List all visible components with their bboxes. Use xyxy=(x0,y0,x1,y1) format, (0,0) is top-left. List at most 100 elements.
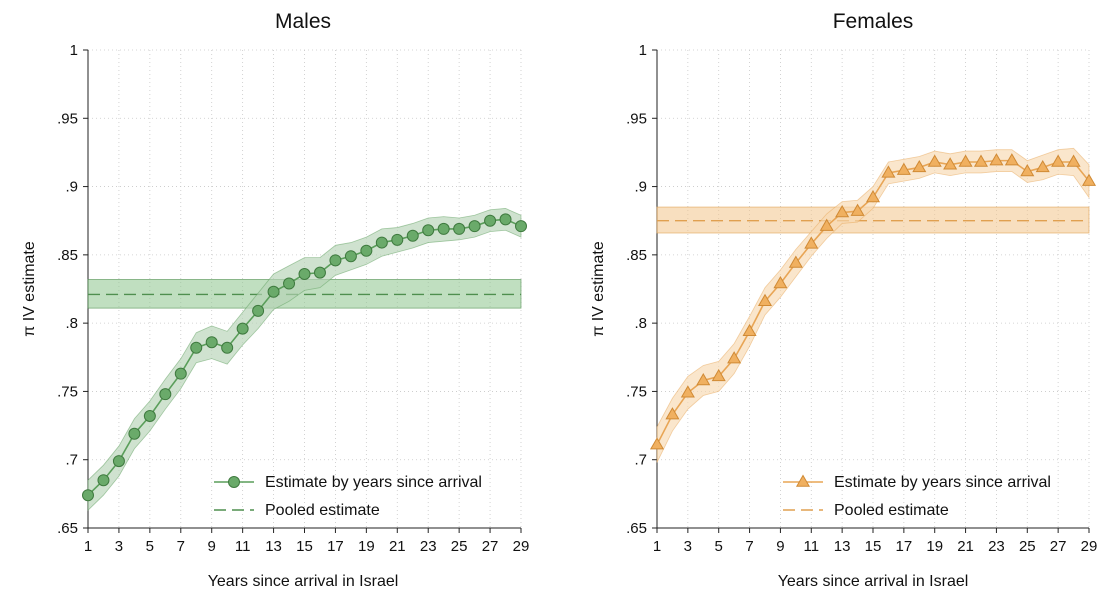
males-data-point xyxy=(205,336,218,349)
males-data-point xyxy=(360,244,373,257)
females-data-point xyxy=(1020,164,1035,177)
males-data-point xyxy=(252,304,265,317)
females-data-point xyxy=(819,218,834,231)
males-x-tick-label: 11 xyxy=(235,538,251,555)
females-data-point xyxy=(696,373,711,386)
males-x-tick-label: 1 xyxy=(84,538,92,555)
males-chart-title: Males xyxy=(275,10,331,33)
females-y-tick-label: .7 xyxy=(634,452,647,469)
males-data-point xyxy=(190,341,203,354)
females-x-tick-label: 1 xyxy=(653,538,661,555)
females-data-point xyxy=(1004,153,1019,166)
males-data-point xyxy=(236,322,249,335)
males-data-point xyxy=(329,254,342,267)
males-x-tick-label: 27 xyxy=(482,538,499,555)
males-data-point xyxy=(422,224,435,237)
females-legend-series-label: Estimate by years since arrival xyxy=(834,474,1051,491)
males-y-tick-label: .8 xyxy=(65,315,78,332)
males-data-point xyxy=(515,220,527,233)
females-data-point xyxy=(835,205,850,218)
males-data-point xyxy=(499,213,512,226)
females-data-point xyxy=(804,236,819,249)
males-legend-series-marker xyxy=(228,476,240,488)
males-legend-series-label: Estimate by years since arrival xyxy=(265,474,482,491)
males-data-point xyxy=(221,341,234,354)
males-series-ci-band xyxy=(87,208,522,512)
males-data-point xyxy=(391,233,404,246)
males-x-tick-label: 25 xyxy=(451,538,468,555)
males-y-tick-label: .65 xyxy=(57,520,78,537)
females-y-tick-label: .8 xyxy=(634,315,647,332)
males-x-tick-label: 19 xyxy=(358,538,375,555)
females-data-point xyxy=(973,154,989,167)
males-data-point xyxy=(159,388,172,401)
females-y-axis-label: π IV estimate xyxy=(590,241,607,337)
females-y-tick-label: .85 xyxy=(626,247,647,264)
males-x-tick-label: 9 xyxy=(208,538,216,555)
females-x-tick-label: 21 xyxy=(957,538,974,555)
females-x-tick-label: 13 xyxy=(834,538,851,555)
females-legend: Estimate by years since arrival Pooled es… xyxy=(783,474,1051,519)
females-chart-title: Females xyxy=(833,10,914,33)
females-x-tick-label: 9 xyxy=(776,538,784,555)
females-data-point xyxy=(989,153,1004,166)
females-x-tick-label: 5 xyxy=(715,538,723,555)
males-data-point xyxy=(298,267,311,280)
females-legend-pooled-label: Pooled estimate xyxy=(834,502,949,519)
females-data-point xyxy=(757,293,773,307)
females-x-tick-label: 7 xyxy=(745,538,753,555)
females-x-tick-label: 27 xyxy=(1050,538,1067,555)
males-x-tick-label: 21 xyxy=(389,538,406,555)
males-x-tick-label: 5 xyxy=(146,538,154,555)
females-data-point xyxy=(711,368,726,382)
females-x-tick-label: 17 xyxy=(896,538,913,555)
males-data-point xyxy=(313,266,326,279)
females-data-point xyxy=(958,154,973,167)
males-x-axis-label: Years since arrival in Israel xyxy=(208,573,399,590)
males-data-point xyxy=(468,220,481,233)
males-data-point xyxy=(344,250,357,263)
males-legend: Estimate by years since arrival Pooled es… xyxy=(214,474,482,519)
males-y-tick-label: .75 xyxy=(57,383,78,400)
males-x-tick-label: 15 xyxy=(296,538,313,555)
females-data-point xyxy=(1051,154,1066,167)
females-data-point xyxy=(773,276,788,289)
females-data-point xyxy=(680,385,695,398)
males-data-point xyxy=(406,229,419,242)
males-data-point xyxy=(143,410,156,423)
males-x-tick-label: 17 xyxy=(327,538,344,555)
females-x-tick-label: 3 xyxy=(684,538,692,555)
females-x-axis-label: Years since arrival in Israel xyxy=(778,573,969,590)
males-data-point xyxy=(484,214,497,227)
males-data-point xyxy=(97,474,110,487)
females-x-tick-label: 19 xyxy=(926,538,943,555)
females-data-point xyxy=(865,189,881,203)
males-data-point xyxy=(453,222,466,235)
females-data-point xyxy=(850,203,865,216)
females-x-tick-label: 23 xyxy=(988,538,1005,555)
females-data-point xyxy=(665,407,680,420)
females-data-point xyxy=(649,437,665,450)
females-data-point xyxy=(912,159,927,173)
males-x-tick-label: 13 xyxy=(265,538,282,555)
females-legend-series-marker xyxy=(795,474,811,487)
females-series-ci-band xyxy=(656,147,1090,463)
females-y-tick-label: .75 xyxy=(626,383,647,400)
males-data-point xyxy=(128,427,141,440)
females-data-point xyxy=(1066,154,1081,167)
females-data-point xyxy=(896,162,911,175)
females-data-point xyxy=(727,351,742,364)
females-y-tick-label: .95 xyxy=(626,110,647,127)
females-x-tick-label: 15 xyxy=(865,538,882,555)
females-data-point xyxy=(881,165,896,178)
males-data-point xyxy=(437,222,450,235)
males-y-tick-label: .9 xyxy=(65,179,78,196)
males-y-axis-label: π IV estimate xyxy=(21,241,38,337)
males-data-point xyxy=(375,236,388,249)
males-data-point xyxy=(174,367,187,380)
males-x-tick-label: 29 xyxy=(513,538,530,555)
males-x-tick-label: 3 xyxy=(115,538,123,555)
